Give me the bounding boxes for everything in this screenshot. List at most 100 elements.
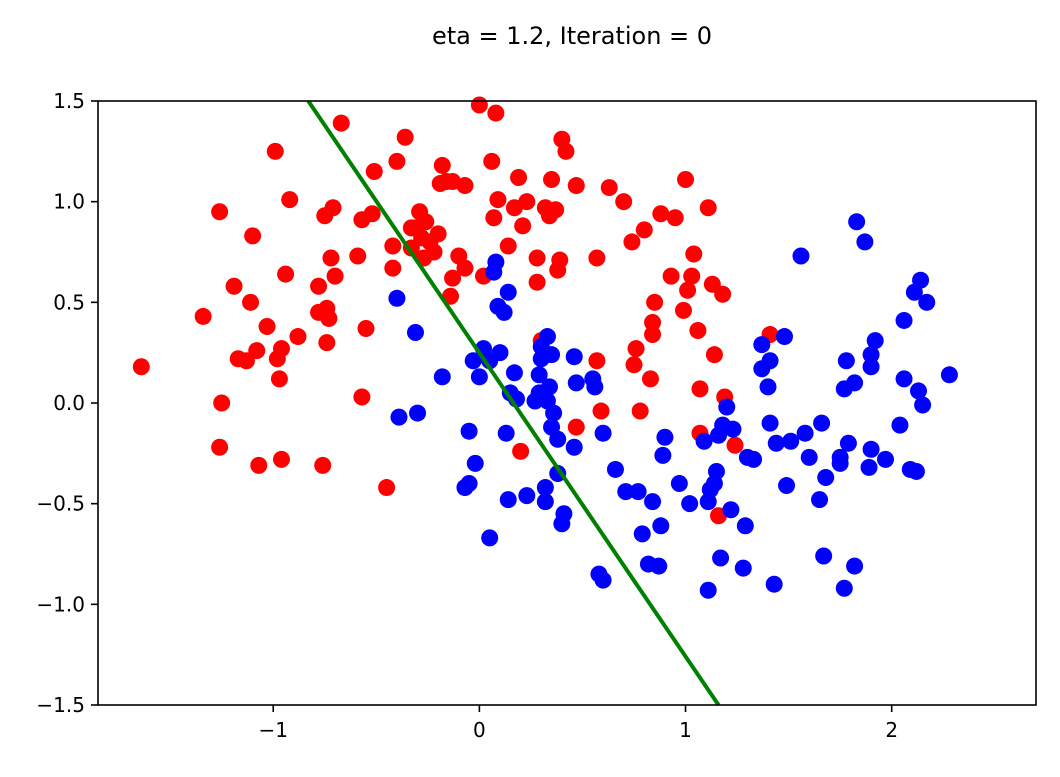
data-point xyxy=(895,311,913,329)
data-point xyxy=(456,259,474,277)
data-point xyxy=(442,287,460,305)
data-point xyxy=(363,205,381,223)
data-point xyxy=(615,193,633,211)
data-point xyxy=(606,460,624,478)
data-point xyxy=(813,414,831,432)
data-point xyxy=(545,404,563,422)
data-point xyxy=(800,448,818,466)
data-point xyxy=(856,233,874,251)
data-point xyxy=(767,434,785,452)
data-point xyxy=(433,156,451,174)
data-point xyxy=(464,352,482,370)
data-point xyxy=(835,579,853,597)
data-point xyxy=(592,402,610,420)
data-point xyxy=(866,332,884,350)
data-point xyxy=(318,334,336,352)
data-point xyxy=(567,177,585,195)
data-point xyxy=(510,169,528,187)
data-point xyxy=(406,324,424,342)
x-tick-label: 2 xyxy=(885,718,898,742)
data-point xyxy=(685,245,703,263)
data-point xyxy=(349,247,367,265)
data-point xyxy=(505,364,523,382)
data-point xyxy=(775,328,793,346)
y-tick-label: 0.0 xyxy=(53,391,85,415)
data-point xyxy=(409,404,427,422)
data-point xyxy=(594,571,612,589)
data-point xyxy=(483,152,501,170)
data-point xyxy=(384,237,402,255)
data-point xyxy=(543,171,561,189)
data-point xyxy=(384,259,402,277)
data-point xyxy=(310,277,328,295)
x-tick-label: 1 xyxy=(679,718,692,742)
data-point xyxy=(425,243,443,261)
data-point xyxy=(765,575,783,593)
data-point xyxy=(646,293,664,311)
data-point xyxy=(691,380,709,398)
data-point xyxy=(326,267,344,285)
data-point xyxy=(912,271,930,289)
data-point xyxy=(487,253,505,271)
data-point xyxy=(499,283,517,301)
data-point xyxy=(485,209,503,227)
y-tick-label: 0.5 xyxy=(53,290,85,314)
data-point xyxy=(722,501,740,519)
data-point xyxy=(909,382,927,400)
data-point xyxy=(248,342,266,360)
data-point xyxy=(388,289,406,307)
data-point xyxy=(499,237,517,255)
data-point xyxy=(831,448,849,466)
data-point xyxy=(258,317,276,335)
data-point xyxy=(353,388,371,406)
data-point xyxy=(540,378,558,396)
data-point xyxy=(481,529,499,547)
data-point xyxy=(712,549,730,567)
x-tick-label: 0 xyxy=(473,718,486,742)
data-point xyxy=(918,293,936,311)
data-point xyxy=(567,418,585,436)
data-point xyxy=(652,205,670,223)
data-point xyxy=(594,424,612,442)
data-point xyxy=(778,477,796,495)
x-axis: −1 0 1 2 xyxy=(258,705,898,742)
data-point xyxy=(681,495,699,513)
data-point xyxy=(862,440,880,458)
y-tick-label: 1.5 xyxy=(53,89,85,113)
data-point xyxy=(674,301,692,319)
data-point xyxy=(644,493,662,511)
data-point xyxy=(324,199,342,217)
data-point xyxy=(365,162,383,180)
data-point xyxy=(497,424,515,442)
data-point xyxy=(705,346,723,364)
data-point xyxy=(650,557,668,575)
data-point xyxy=(314,456,332,474)
data-point xyxy=(281,191,299,209)
data-point xyxy=(332,114,350,132)
data-point xyxy=(555,505,573,523)
data-point xyxy=(617,483,635,501)
data-point xyxy=(895,370,913,388)
data-point xyxy=(699,581,717,599)
data-point xyxy=(644,313,662,331)
data-point xyxy=(211,438,229,456)
data-point xyxy=(848,213,866,231)
data-point xyxy=(736,517,754,535)
data-point xyxy=(514,217,532,235)
data-point xyxy=(745,450,763,468)
data-point xyxy=(670,475,688,493)
data-point xyxy=(266,142,284,160)
data-point xyxy=(417,213,435,231)
data-point xyxy=(907,462,925,480)
data-point xyxy=(633,525,651,543)
data-point xyxy=(753,336,771,354)
data-point xyxy=(489,191,507,209)
data-point xyxy=(761,414,779,432)
data-point xyxy=(689,322,707,340)
data-point xyxy=(518,487,536,505)
data-point xyxy=(588,352,606,370)
data-point xyxy=(530,366,548,384)
data-point xyxy=(635,221,653,239)
data-point xyxy=(270,370,288,388)
